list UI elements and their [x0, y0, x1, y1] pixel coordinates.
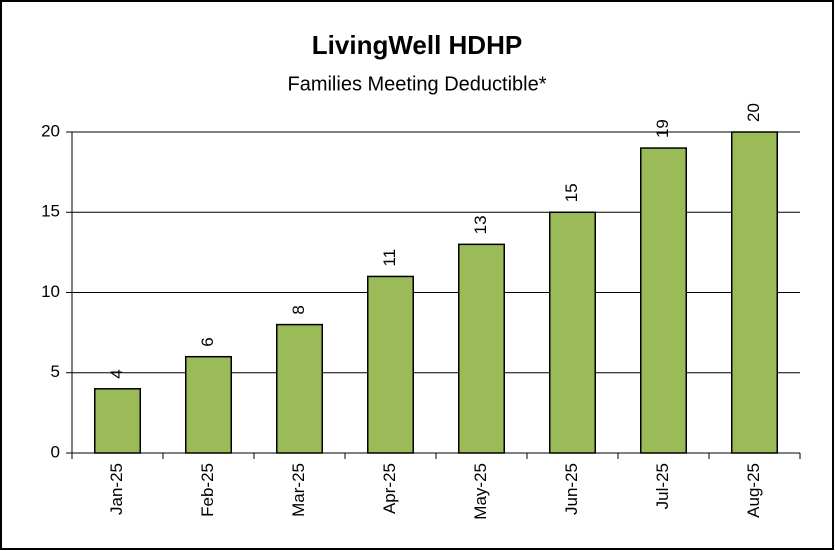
data-label: 13 [471, 215, 490, 234]
x-tick-label: Mar-25 [289, 463, 308, 517]
data-label: 8 [289, 305, 308, 314]
bar [94, 388, 141, 454]
data-label: 4 [107, 369, 126, 378]
bar [640, 147, 687, 454]
bar [276, 323, 323, 454]
x-tick-label: Jun-25 [562, 463, 581, 515]
x-tick-label: May-25 [471, 463, 490, 520]
y-tick-label: 5 [51, 362, 60, 381]
bar [458, 243, 505, 454]
data-label: 11 [380, 249, 399, 267]
bar [731, 131, 778, 454]
y-tick-label: 15 [41, 202, 60, 221]
data-label: 20 [744, 103, 763, 122]
x-tick-label: Feb-25 [198, 463, 217, 517]
x-tick-label: Jan-25 [107, 463, 126, 515]
y-tick-label: 0 [51, 442, 60, 461]
x-tick-label: Aug-25 [744, 463, 763, 518]
y-tick-label: 20 [41, 121, 60, 140]
data-label: 19 [653, 119, 672, 138]
bar [549, 211, 596, 454]
bar [185, 355, 232, 454]
x-tick-label: Apr-25 [380, 463, 399, 514]
y-tick-label: 10 [41, 282, 60, 301]
data-label: 6 [198, 337, 217, 346]
chart-subtitle: Families Meeting Deductible* [287, 73, 546, 95]
chart-title: LivingWell HDHP [312, 30, 522, 60]
data-label: 15 [562, 183, 581, 202]
x-tick-label: Jul-25 [653, 463, 672, 509]
bar [367, 275, 414, 454]
